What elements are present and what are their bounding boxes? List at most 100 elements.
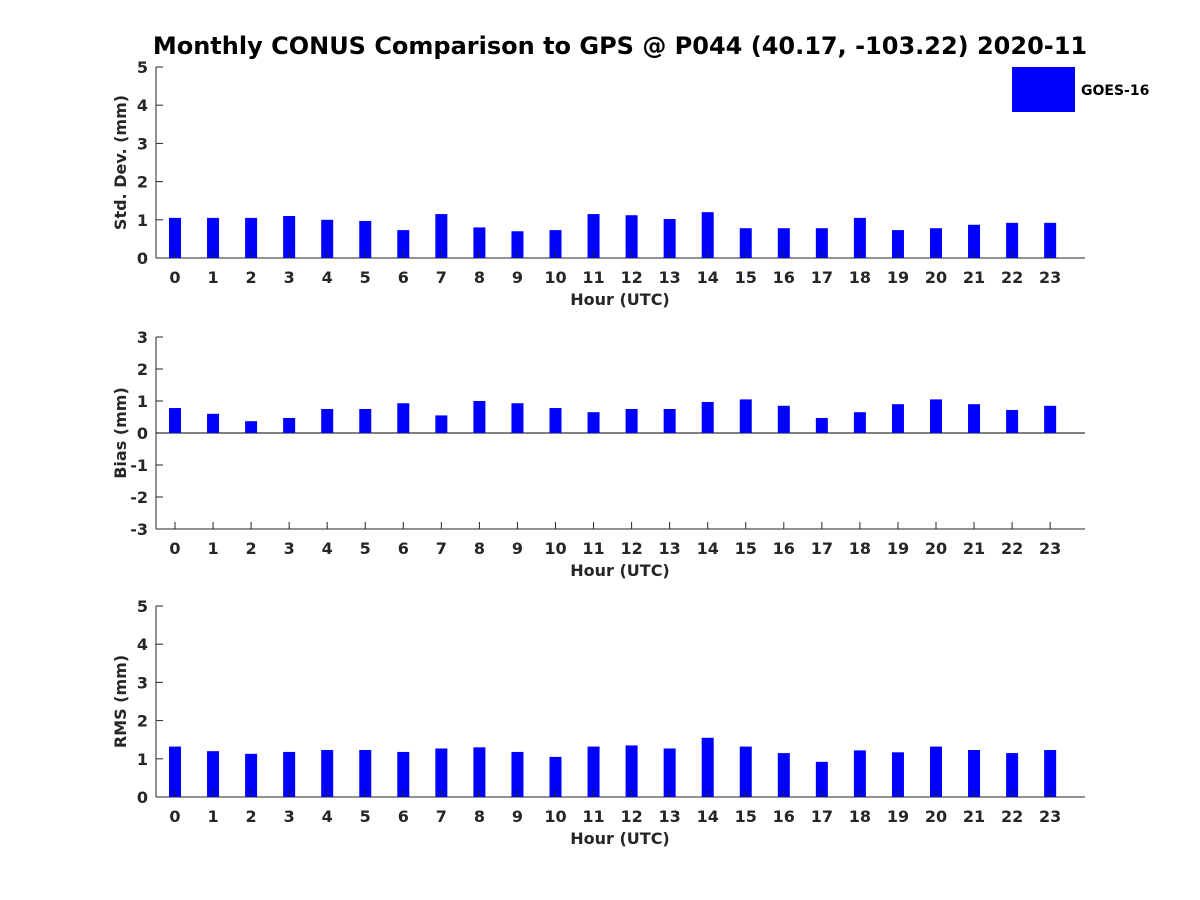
- x-tick-label: 18: [849, 539, 871, 558]
- bar: [815, 417, 828, 433]
- x-tick-label: 10: [544, 268, 566, 287]
- bar: [473, 747, 486, 797]
- x-tick-label: 18: [849, 807, 871, 826]
- x-tick-label: 17: [811, 807, 833, 826]
- x-tick-label: 15: [735, 268, 757, 287]
- x-tick-label: 4: [322, 807, 333, 826]
- legend: GOES-16: [1012, 67, 1149, 112]
- x-tick-label: 10: [544, 539, 566, 558]
- x-tick-label: 9: [512, 268, 523, 287]
- x-tick-label: 11: [582, 807, 604, 826]
- bar: [1044, 750, 1057, 797]
- bar: [853, 217, 866, 258]
- bar: [663, 748, 676, 797]
- x-tick-label: 13: [659, 539, 681, 558]
- x-tick-label: 5: [360, 539, 371, 558]
- bar: [625, 215, 638, 258]
- y-tick-label: 1: [137, 392, 148, 411]
- x-tick-label: 13: [659, 807, 681, 826]
- x-tick-label: 20: [925, 539, 947, 558]
- bar: [891, 404, 904, 433]
- bar: [435, 214, 448, 258]
- bar: [397, 230, 410, 258]
- bar: [1006, 409, 1019, 433]
- bar: [663, 409, 676, 433]
- bar: [473, 227, 486, 258]
- bar: [815, 228, 828, 258]
- y-tick-label: 5: [137, 597, 148, 616]
- x-tick-label: 0: [169, 807, 180, 826]
- x-tick-label: 9: [512, 539, 523, 558]
- x-tick-label: 5: [360, 807, 371, 826]
- bar: [321, 750, 334, 797]
- x-tick-label: 22: [1001, 539, 1023, 558]
- bar: [930, 399, 942, 433]
- bar: [511, 231, 524, 258]
- bar: [777, 405, 790, 433]
- x-tick-label: 3: [284, 807, 295, 826]
- x-axis-label: Hour (UTC): [570, 561, 670, 580]
- bar: [853, 750, 866, 797]
- y-tick-label: 1: [137, 750, 148, 769]
- x-tick-label: 8: [474, 539, 485, 558]
- x-tick-label: 19: [887, 539, 909, 558]
- bar: [739, 228, 752, 258]
- x-tick-label: 22: [1001, 807, 1023, 826]
- bar: [169, 746, 181, 797]
- x-tick-label: 21: [963, 807, 985, 826]
- bar: [625, 409, 638, 433]
- bar: [207, 413, 220, 433]
- bar: [1006, 222, 1019, 258]
- x-tick-label: 10: [544, 807, 566, 826]
- x-tick-label: 8: [474, 807, 485, 826]
- bar: [777, 753, 790, 797]
- x-tick-label: 6: [398, 807, 409, 826]
- x-tick-label: 5: [360, 268, 371, 287]
- x-tick-label: 17: [811, 539, 833, 558]
- bar: [1044, 222, 1057, 258]
- y-tick-label: 0: [137, 249, 148, 268]
- bar: [321, 219, 334, 258]
- x-tick-label: 19: [887, 268, 909, 287]
- bar: [968, 224, 981, 258]
- bar: [245, 421, 258, 433]
- y-tick-label: 4: [137, 635, 148, 654]
- bar: [930, 228, 942, 258]
- bar: [283, 215, 296, 258]
- x-tick-label: 16: [773, 807, 795, 826]
- x-tick-label: 7: [436, 539, 447, 558]
- bar: [435, 415, 448, 433]
- bar: [549, 756, 562, 797]
- x-tick-label: 1: [207, 807, 218, 826]
- bar: [968, 404, 981, 433]
- x-tick-label: 2: [246, 268, 257, 287]
- y-tick-label: 0: [137, 424, 148, 443]
- x-tick-label: 17: [811, 268, 833, 287]
- bar: [397, 403, 410, 433]
- y-tick-label: 2: [137, 712, 148, 731]
- bar: [968, 750, 981, 797]
- bar: [587, 412, 600, 433]
- x-tick-label: 13: [659, 268, 681, 287]
- x-tick-label: 23: [1039, 807, 1061, 826]
- y-tick-label: 2: [137, 360, 148, 379]
- x-tick-label: 2: [246, 807, 257, 826]
- x-tick-label: 14: [697, 268, 719, 287]
- x-tick-label: 20: [925, 268, 947, 287]
- x-tick-label: 6: [398, 268, 409, 287]
- x-tick-label: 14: [697, 807, 719, 826]
- x-tick-label: 4: [322, 539, 333, 558]
- x-tick-label: 19: [887, 807, 909, 826]
- x-tick-label: 22: [1001, 268, 1023, 287]
- bar: [397, 751, 410, 797]
- bar: [777, 228, 790, 258]
- x-tick-label: 0: [169, 539, 180, 558]
- bar: [359, 750, 372, 797]
- y-tick-label: 4: [137, 96, 148, 115]
- y-tick-label: 3: [137, 134, 148, 153]
- x-tick-label: 8: [474, 268, 485, 287]
- bar: [359, 409, 372, 433]
